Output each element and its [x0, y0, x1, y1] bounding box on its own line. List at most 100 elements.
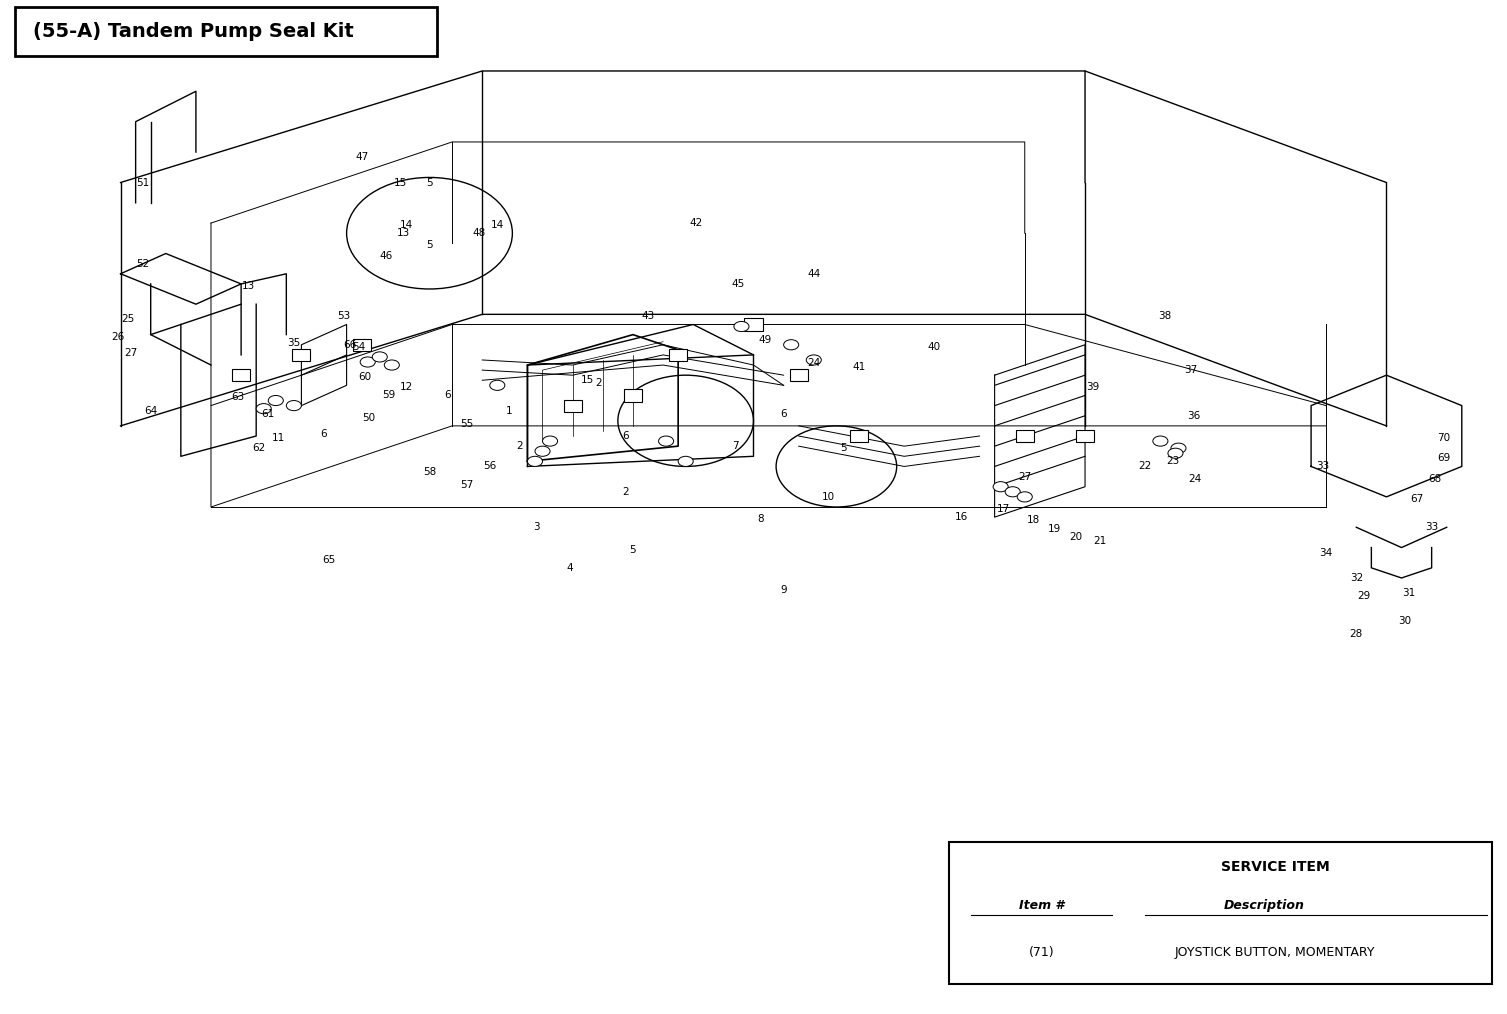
- Circle shape: [1005, 487, 1020, 497]
- Text: 5: 5: [630, 545, 636, 555]
- Bar: [624, 389, 642, 402]
- Text: 10: 10: [823, 492, 835, 502]
- Text: 4: 4: [567, 563, 573, 573]
- Text: 63: 63: [232, 392, 244, 403]
- Text: 47: 47: [356, 152, 368, 162]
- Bar: [790, 369, 808, 381]
- Text: 15: 15: [395, 177, 407, 188]
- Text: 14: 14: [401, 220, 413, 230]
- Circle shape: [372, 352, 387, 362]
- Text: 27: 27: [125, 348, 137, 358]
- Text: 45: 45: [732, 279, 744, 289]
- Text: 59: 59: [383, 390, 395, 401]
- Bar: [232, 369, 250, 381]
- Bar: [1016, 430, 1034, 442]
- Circle shape: [1168, 448, 1183, 458]
- Text: 24: 24: [1189, 474, 1201, 484]
- Text: 13: 13: [243, 281, 255, 291]
- Bar: [564, 400, 582, 412]
- Circle shape: [286, 401, 301, 411]
- Circle shape: [360, 357, 375, 367]
- Text: 35: 35: [288, 338, 300, 348]
- Text: 2: 2: [517, 441, 523, 451]
- Text: 19: 19: [1049, 524, 1061, 534]
- Text: SERVICE ITEM: SERVICE ITEM: [1221, 860, 1329, 874]
- Text: 16: 16: [955, 512, 967, 522]
- Text: 31: 31: [1403, 588, 1415, 598]
- Circle shape: [784, 340, 799, 350]
- Text: Item #: Item #: [1019, 899, 1064, 912]
- Text: 5: 5: [426, 240, 433, 250]
- Text: 62: 62: [253, 443, 265, 453]
- Text: 6: 6: [445, 390, 451, 401]
- Text: Description: Description: [1224, 899, 1305, 912]
- Circle shape: [384, 360, 399, 370]
- Text: 64: 64: [145, 406, 157, 416]
- Text: 6: 6: [781, 409, 787, 419]
- FancyBboxPatch shape: [949, 842, 1492, 984]
- Circle shape: [678, 456, 693, 466]
- Text: 5: 5: [841, 443, 847, 453]
- Circle shape: [734, 321, 749, 332]
- Text: JOYSTICK BUTTON, MOMENTARY: JOYSTICK BUTTON, MOMENTARY: [1174, 946, 1376, 959]
- Bar: [850, 430, 868, 442]
- Text: 40: 40: [928, 342, 940, 352]
- Text: (55-A) Tandem Pump Seal Kit: (55-A) Tandem Pump Seal Kit: [33, 22, 354, 41]
- Text: 46: 46: [380, 250, 392, 261]
- Text: 68: 68: [1429, 474, 1441, 484]
- Text: 43: 43: [642, 311, 654, 321]
- Text: 66: 66: [344, 340, 356, 350]
- Text: 6: 6: [321, 429, 327, 439]
- Circle shape: [268, 395, 283, 406]
- Text: 55: 55: [461, 419, 473, 429]
- Text: 2: 2: [595, 378, 601, 388]
- Circle shape: [659, 436, 674, 446]
- Bar: [353, 339, 371, 351]
- Text: 33: 33: [1426, 522, 1438, 532]
- Text: 13: 13: [398, 228, 410, 238]
- Circle shape: [490, 380, 505, 390]
- Text: 41: 41: [853, 362, 865, 372]
- Text: 1: 1: [506, 406, 512, 416]
- Bar: [669, 349, 687, 361]
- Text: 42: 42: [690, 218, 702, 228]
- Text: 36: 36: [1188, 411, 1200, 421]
- Text: 26: 26: [112, 332, 124, 342]
- Text: 60: 60: [359, 372, 371, 382]
- Text: 9: 9: [781, 585, 787, 595]
- Text: 33: 33: [1317, 461, 1329, 472]
- Text: 57: 57: [461, 480, 473, 490]
- Text: 27: 27: [1019, 472, 1031, 482]
- Text: 67: 67: [1411, 494, 1423, 504]
- Text: 38: 38: [1159, 311, 1171, 321]
- Text: 5: 5: [426, 177, 433, 188]
- Text: 65: 65: [322, 555, 335, 565]
- Text: 14: 14: [491, 220, 503, 230]
- Text: 6: 6: [622, 431, 628, 441]
- Circle shape: [543, 436, 558, 446]
- Text: 8: 8: [758, 514, 764, 524]
- Text: 37: 37: [1185, 365, 1197, 375]
- Circle shape: [1153, 436, 1168, 446]
- Text: 50: 50: [363, 413, 375, 423]
- Text: 24: 24: [808, 358, 820, 368]
- Text: 69: 69: [1438, 453, 1450, 463]
- Text: 58: 58: [423, 466, 436, 477]
- Circle shape: [1171, 443, 1186, 453]
- Circle shape: [256, 404, 271, 414]
- Text: 39: 39: [1087, 382, 1099, 392]
- Text: 34: 34: [1320, 548, 1332, 558]
- Text: 52: 52: [137, 259, 149, 269]
- Circle shape: [993, 482, 1008, 492]
- Bar: [744, 318, 763, 331]
- Bar: [1076, 430, 1094, 442]
- FancyBboxPatch shape: [15, 7, 437, 56]
- Text: 44: 44: [808, 269, 820, 279]
- Text: 61: 61: [262, 409, 274, 419]
- Text: 54: 54: [353, 342, 365, 352]
- Text: 22: 22: [1139, 461, 1151, 472]
- Text: 17: 17: [998, 504, 1010, 514]
- Circle shape: [806, 355, 821, 365]
- Text: 12: 12: [401, 382, 413, 392]
- Text: 23: 23: [1166, 456, 1178, 466]
